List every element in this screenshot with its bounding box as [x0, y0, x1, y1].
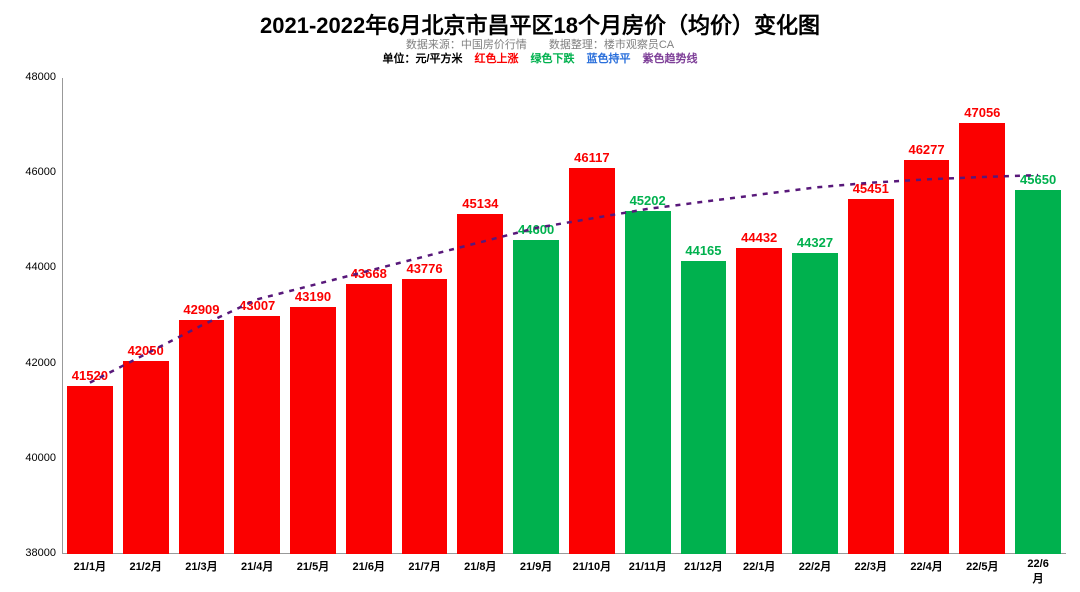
plot-area: 3800040000420004400046000480004152021/1月… — [62, 78, 1066, 554]
x-tick-label: 22/4月 — [910, 558, 942, 574]
y-tick-label: 40000 — [6, 452, 56, 464]
x-tick-label: 22/2月 — [799, 558, 831, 574]
x-tick-label: 21/7月 — [408, 558, 440, 574]
x-tick-label: 21/12月 — [684, 558, 723, 574]
x-tick-label: 22/1月 — [743, 558, 775, 574]
legend-item: 蓝色持平 — [587, 53, 631, 65]
y-tick-label: 42000 — [6, 357, 56, 369]
x-tick-label: 21/10月 — [573, 558, 612, 574]
legend-item: 红色上涨 — [475, 53, 519, 65]
y-tick-label: 48000 — [6, 71, 56, 83]
chart-legend-line: 单位：元/平方米 红色上涨绿色下跌蓝色持平紫色趋势线 — [0, 50, 1080, 66]
x-tick-label: 22/3月 — [855, 558, 887, 574]
x-tick-label: 21/6月 — [353, 558, 385, 574]
x-tick-label: 21/4月 — [241, 558, 273, 574]
x-tick-label: 22/6月 — [1024, 558, 1052, 586]
x-tick-label: 21/8月 — [464, 558, 496, 574]
y-tick-label: 38000 — [6, 547, 56, 559]
legend-item: 绿色下跌 — [531, 53, 575, 65]
x-tick-label: 21/5月 — [297, 558, 329, 574]
x-tick-label: 21/9月 — [520, 558, 552, 574]
x-tick-label: 22/5月 — [966, 558, 998, 574]
trendline-layer — [62, 78, 1066, 554]
legend-item: 单位：元/平方米 — [382, 53, 462, 65]
x-tick-label: 21/1月 — [74, 558, 106, 574]
y-tick-label: 46000 — [6, 166, 56, 178]
trendline — [90, 175, 1038, 383]
y-tick-label: 44000 — [6, 261, 56, 273]
legend-item: 紫色趋势线 — [643, 53, 698, 65]
x-tick-label: 21/11月 — [629, 558, 667, 574]
x-tick-label: 21/3月 — [185, 558, 217, 574]
x-tick-label: 21/2月 — [129, 558, 161, 574]
